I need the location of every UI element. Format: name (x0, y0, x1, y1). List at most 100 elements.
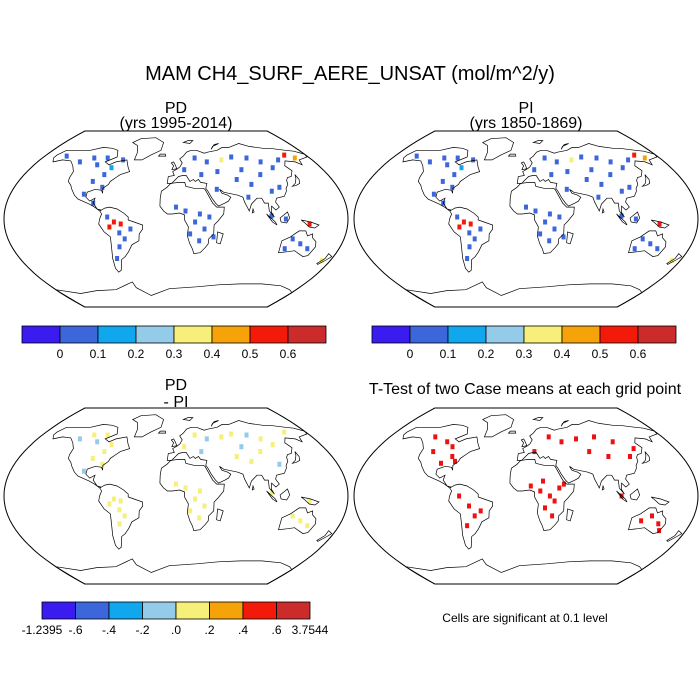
colorbar-swatch (211, 325, 251, 344)
grid-cell (258, 436, 263, 442)
grid-cell (584, 177, 589, 182)
colorbar-swatch (108, 601, 143, 620)
coastline (55, 281, 293, 308)
grid-cell (452, 172, 457, 178)
coastline (131, 137, 165, 161)
coastline (159, 182, 225, 254)
grid-cell (219, 434, 224, 440)
pd-title: PD (164, 100, 188, 117)
diff-title: PD (164, 377, 188, 394)
grid-cell (105, 214, 110, 220)
grid-cell (450, 444, 455, 450)
colorbar-swatch (175, 601, 210, 620)
ttest-cells (431, 434, 662, 534)
grid-cell (249, 181, 254, 187)
colorbar-label: 0.2 (478, 347, 495, 361)
colorbar-label: -1.2395 (22, 623, 63, 637)
grid-cell (445, 439, 450, 445)
grid-cell (642, 155, 647, 161)
coastline (481, 414, 515, 438)
colorbar-label: 0.4 (554, 347, 571, 361)
grid-cell (524, 204, 528, 210)
colorbar-swatch (135, 325, 175, 344)
coastline (316, 253, 333, 265)
grid-cell (199, 172, 204, 178)
grid-cell (128, 226, 133, 232)
grid-cell (450, 184, 455, 190)
grid-cell (107, 224, 112, 230)
coastline (405, 281, 643, 308)
grid-cell (182, 444, 187, 450)
colorbar-swatch (523, 325, 563, 344)
grid-cell (648, 241, 653, 247)
diff-map-panel (3, 407, 349, 585)
coastline (507, 430, 517, 434)
grid-cell (258, 159, 263, 165)
grid-cell (542, 155, 547, 161)
coastline (616, 490, 628, 503)
grid-cell (115, 256, 120, 261)
coastline (520, 161, 528, 171)
colorbar-swatch (75, 601, 110, 620)
grid-cell (188, 231, 193, 237)
coastline (566, 231, 574, 245)
coastline (279, 488, 291, 501)
grid-cell (199, 449, 204, 455)
grid-cell (557, 485, 562, 491)
grid-cell (557, 214, 562, 220)
grid-cell (547, 238, 552, 244)
ttest-map-panel (353, 407, 699, 585)
grid-cell (204, 436, 209, 442)
grid-cell (561, 234, 566, 240)
grid-cell (305, 523, 310, 529)
colorbar-label: -.2 (135, 623, 149, 637)
grid-cell (197, 488, 202, 494)
grid-cell (90, 178, 95, 184)
grid-cell (305, 246, 310, 252)
colorbar-swatch (447, 325, 487, 344)
grid-cell (543, 219, 548, 225)
ttest-title: T-Test of two Case means at each grid po… (368, 381, 682, 398)
coastline (55, 558, 293, 585)
colorbar-label: 0 (57, 347, 64, 361)
grid-cell (650, 513, 654, 519)
coastline (520, 438, 528, 448)
grid-cell (472, 236, 477, 242)
grid-cell (121, 157, 126, 163)
grid-cell (118, 221, 123, 227)
significance-note: Cells are significant at 0.1 level (442, 611, 608, 625)
grid-cell (543, 505, 547, 511)
grid-cell (467, 230, 472, 236)
grid-cell (118, 498, 123, 504)
coastline (52, 147, 131, 212)
grid-cell (111, 219, 116, 225)
pd-colorbar: 0 0.1 0.2 0.3 0.4 0.5 0.6 (21, 325, 327, 361)
grid-cell (547, 211, 552, 217)
colorbar-swatch (637, 325, 677, 344)
grid-cell (431, 449, 436, 455)
grid-cell (626, 157, 631, 163)
grid-cell (92, 432, 97, 438)
grid-cell (270, 165, 275, 171)
grid-cell (122, 236, 127, 242)
colorbar-label: 0.6 (630, 347, 647, 361)
grid-cell (554, 159, 559, 165)
colorbar-swatch (287, 325, 327, 344)
grid-cell (100, 461, 105, 467)
grid-cell (109, 442, 114, 448)
grid-cell (538, 488, 543, 494)
coastline (98, 206, 144, 273)
grid-cell (532, 449, 537, 455)
coastline (279, 211, 291, 224)
grid-cell (229, 154, 234, 160)
grid-cell (298, 518, 303, 524)
grid-cell (608, 172, 613, 178)
colorbar-swatch (59, 325, 99, 344)
coastline (629, 488, 641, 501)
grid-cell (619, 493, 624, 499)
colorbar-label: 0 (407, 347, 414, 361)
grid-cell (596, 194, 601, 200)
coastline (650, 496, 670, 506)
grid-cell (193, 496, 198, 502)
main-title: MAM CH4_SURF_AERE_UNSAT (mol/m^2/y) (145, 63, 555, 85)
